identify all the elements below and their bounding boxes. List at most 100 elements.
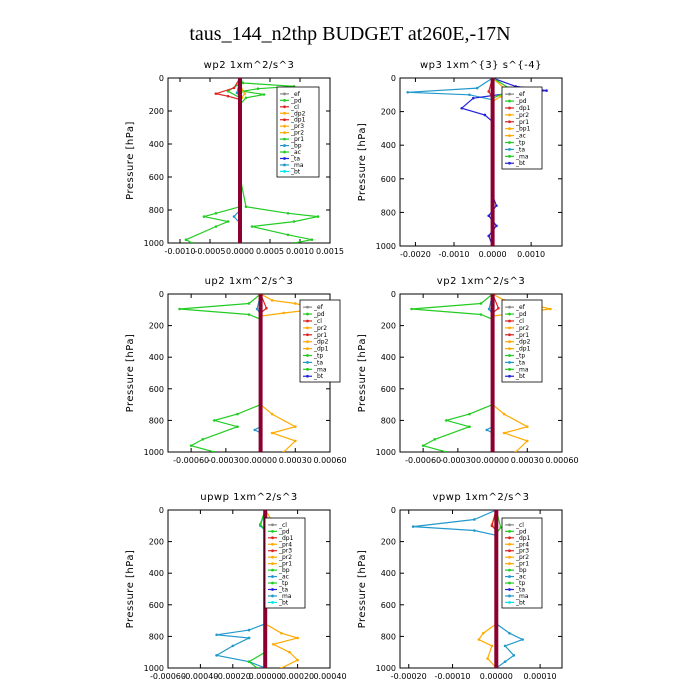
legend-marker bbox=[271, 562, 274, 566]
series-point bbox=[485, 428, 489, 432]
x-tick-label: 0.00010 bbox=[524, 672, 557, 681]
series-group bbox=[411, 510, 525, 668]
series-point bbox=[202, 215, 206, 218]
x-tick-label: -0.00020 bbox=[215, 672, 251, 681]
legend-label: _pr2 bbox=[278, 554, 292, 561]
series-point bbox=[253, 428, 257, 432]
legend-marker bbox=[508, 92, 511, 96]
legend-label: _ef bbox=[290, 91, 301, 98]
series-point bbox=[190, 241, 194, 243]
series-point bbox=[280, 666, 283, 668]
series-point bbox=[479, 302, 483, 305]
series-point bbox=[475, 86, 479, 90]
y-tick-label: 200 bbox=[149, 107, 164, 116]
legend-label: _pd bbox=[278, 528, 290, 535]
series-line-green bbox=[179, 294, 262, 452]
legend-marker bbox=[283, 111, 286, 115]
legend-label: _tp bbox=[313, 353, 323, 360]
legend-marker bbox=[508, 120, 511, 124]
series-group bbox=[184, 78, 320, 243]
figure-title: taus_144_n2thp BUDGET at260E,-17N bbox=[189, 23, 510, 45]
series-point bbox=[282, 311, 286, 315]
legend-label: _pd bbox=[313, 311, 325, 318]
x-tick-label: -0.00060 bbox=[173, 456, 209, 465]
legend-marker bbox=[283, 118, 286, 122]
y-tick-label: 800 bbox=[381, 208, 396, 217]
legend-label: _dp1 bbox=[515, 346, 531, 353]
legend-marker bbox=[508, 549, 511, 553]
chart-panel-5: upwp 1xm^2/s^3 Pressure [hPa] 0 200 400 600 80… bbox=[125, 492, 347, 681]
series-line-teal bbox=[407, 78, 494, 246]
x-tick-label: 0.00060 bbox=[313, 456, 346, 465]
legend-label: _bp bbox=[290, 143, 302, 150]
series-point bbox=[255, 666, 259, 668]
series-point bbox=[444, 419, 448, 422]
legend-marker bbox=[271, 568, 274, 572]
series-point bbox=[270, 299, 274, 302]
legend-label: _ta bbox=[290, 155, 300, 162]
y-tick-label: 400 bbox=[381, 141, 396, 150]
legend-label: _cl bbox=[313, 318, 322, 325]
x-tick-label: 0.00040 bbox=[313, 672, 346, 681]
series-point bbox=[433, 438, 437, 441]
series-point bbox=[487, 214, 491, 218]
series-point bbox=[411, 525, 415, 528]
legend-marker bbox=[508, 562, 511, 566]
y-axis-label: Pressure [hPa] bbox=[125, 550, 136, 629]
panel-title: up2 1xm^2/s^3 bbox=[205, 276, 294, 287]
legend-label: _pd bbox=[515, 98, 527, 105]
y-tick-label: 600 bbox=[381, 601, 396, 610]
series-point bbox=[497, 306, 500, 310]
series-point bbox=[293, 439, 297, 443]
legend-label: _bp1 bbox=[515, 126, 531, 133]
series-point bbox=[232, 86, 236, 90]
legend-label: _pd bbox=[290, 97, 302, 104]
series-point bbox=[490, 524, 494, 528]
series-point bbox=[235, 91, 239, 95]
series-point bbox=[256, 87, 260, 91]
series-point bbox=[292, 241, 296, 243]
series-point bbox=[502, 412, 506, 416]
series-point bbox=[250, 225, 254, 228]
legend-label: _ef bbox=[515, 91, 526, 98]
series-point bbox=[473, 529, 476, 532]
legend-marker bbox=[271, 549, 274, 553]
series-point bbox=[178, 307, 181, 311]
y-tick-label: 0 bbox=[159, 290, 164, 299]
y-tick-label: 800 bbox=[149, 416, 164, 425]
legend-marker bbox=[508, 326, 511, 330]
series-point bbox=[514, 450, 518, 452]
legend-label: _ac bbox=[515, 133, 526, 140]
legend-marker bbox=[508, 555, 511, 559]
panel-title: upwp 1xm^2/s^3 bbox=[200, 492, 297, 503]
series-point bbox=[244, 205, 248, 208]
panel-title: wp3 1xm^{3} s^{-4} bbox=[420, 60, 542, 71]
series-line-teal bbox=[214, 510, 266, 668]
legend-label: _dp2 bbox=[313, 339, 329, 346]
legend-label: _pr2 bbox=[515, 325, 529, 332]
legend-marker bbox=[271, 542, 274, 546]
y-tick-label: 400 bbox=[149, 140, 164, 149]
legend-label: _pr2 bbox=[515, 554, 529, 561]
legend-marker bbox=[283, 92, 286, 96]
legend-label: _ma bbox=[515, 366, 529, 373]
series-point bbox=[498, 95, 502, 98]
series-point bbox=[495, 204, 498, 207]
legend-label: _bt bbox=[278, 599, 289, 606]
y-tick-label: 0 bbox=[391, 290, 396, 299]
legend-label: _ma bbox=[290, 162, 304, 169]
series-point bbox=[410, 307, 413, 311]
legend-marker bbox=[283, 170, 286, 173]
legend-marker bbox=[306, 326, 309, 330]
x-tick-label: 0.00060 bbox=[545, 456, 578, 465]
y-tick-label: 0 bbox=[159, 506, 164, 515]
series-point bbox=[288, 650, 291, 654]
series-line-green bbox=[247, 510, 266, 668]
series-point bbox=[243, 92, 247, 95]
series-point bbox=[265, 306, 268, 310]
y-tick-label: 800 bbox=[149, 206, 164, 215]
legend-marker bbox=[508, 127, 511, 131]
legend-label: _dp2 bbox=[515, 339, 531, 346]
legend-label: _ac bbox=[290, 149, 301, 156]
y-tick-label: 400 bbox=[381, 353, 396, 362]
